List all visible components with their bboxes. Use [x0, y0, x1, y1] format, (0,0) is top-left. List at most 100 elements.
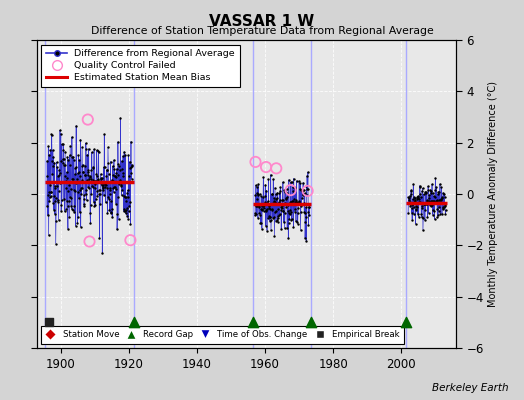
Point: [94, 176, 102, 182]
Point: [281, 195, 290, 202]
Point: [107, 206, 116, 213]
Point: [417, 194, 425, 200]
Point: [66, 194, 74, 201]
Point: [264, 215, 272, 222]
Point: [68, 176, 77, 182]
Point: [91, 181, 100, 187]
Point: [112, 200, 120, 207]
Point: [428, 181, 436, 187]
Point: [257, 220, 265, 226]
Point: [66, 143, 74, 150]
Point: [438, 194, 446, 201]
Point: [44, 143, 52, 150]
Point: [103, 210, 112, 216]
Point: [430, 208, 438, 214]
Point: [280, 219, 288, 226]
Point: [281, 200, 289, 206]
Point: [431, 194, 439, 200]
Point: [59, 141, 67, 147]
Point: [424, 187, 432, 194]
Point: [254, 215, 262, 221]
Point: [277, 226, 286, 232]
Point: [80, 203, 89, 210]
Point: [101, 181, 110, 188]
Point: [66, 162, 74, 168]
Point: [256, 191, 264, 197]
Point: [430, 193, 438, 200]
Point: [117, 192, 126, 198]
Point: [108, 214, 116, 220]
Point: [301, 235, 309, 241]
Point: [85, 184, 93, 191]
Point: [125, 165, 134, 171]
Point: [262, 164, 270, 170]
Point: [67, 195, 75, 202]
Point: [122, 194, 130, 200]
Point: [58, 179, 67, 185]
Point: [293, 218, 302, 225]
Point: [89, 184, 97, 190]
Point: [274, 219, 282, 225]
Point: [102, 173, 111, 180]
Point: [70, 157, 78, 163]
Point: [116, 177, 124, 183]
Point: [429, 198, 438, 205]
Point: [288, 179, 296, 186]
Point: [74, 195, 83, 202]
Point: [63, 154, 72, 160]
Point: [285, 176, 293, 183]
Point: [265, 203, 273, 210]
Point: [411, 197, 419, 203]
Point: [105, 196, 113, 202]
Point: [109, 172, 117, 179]
Point: [104, 171, 113, 178]
Point: [105, 179, 113, 186]
Point: [286, 211, 294, 218]
Point: [257, 206, 265, 212]
Point: [268, 214, 277, 221]
Point: [115, 216, 123, 222]
Point: [428, 202, 436, 208]
Point: [126, 237, 135, 243]
Point: [266, 206, 275, 212]
Point: [89, 165, 97, 171]
Point: [253, 202, 261, 209]
Point: [62, 205, 70, 212]
Point: [437, 197, 445, 204]
Point: [265, 205, 273, 212]
Point: [116, 179, 125, 186]
Point: [68, 154, 77, 160]
Point: [71, 165, 80, 172]
Point: [281, 210, 289, 216]
Point: [410, 210, 418, 217]
Point: [114, 161, 123, 168]
Point: [52, 183, 61, 190]
Point: [54, 217, 63, 223]
Point: [415, 199, 423, 205]
Point: [87, 176, 95, 182]
Point: [88, 191, 96, 197]
Point: [302, 238, 310, 244]
Point: [106, 187, 114, 194]
Point: [303, 172, 311, 179]
Point: [286, 207, 294, 213]
Point: [406, 202, 414, 209]
Point: [95, 191, 103, 198]
Point: [297, 209, 305, 216]
Point: [300, 210, 309, 216]
Point: [416, 199, 424, 205]
Point: [118, 165, 127, 172]
Point: [102, 167, 111, 173]
Point: [422, 196, 431, 203]
Point: [84, 167, 92, 174]
Point: [94, 149, 103, 155]
Point: [307, 319, 315, 326]
Point: [293, 220, 302, 227]
Point: [287, 179, 295, 186]
Text: Berkeley Earth: Berkeley Earth: [432, 383, 508, 393]
Point: [48, 132, 56, 138]
Point: [118, 173, 127, 180]
Point: [72, 178, 81, 185]
Point: [419, 227, 427, 233]
Point: [81, 172, 90, 178]
